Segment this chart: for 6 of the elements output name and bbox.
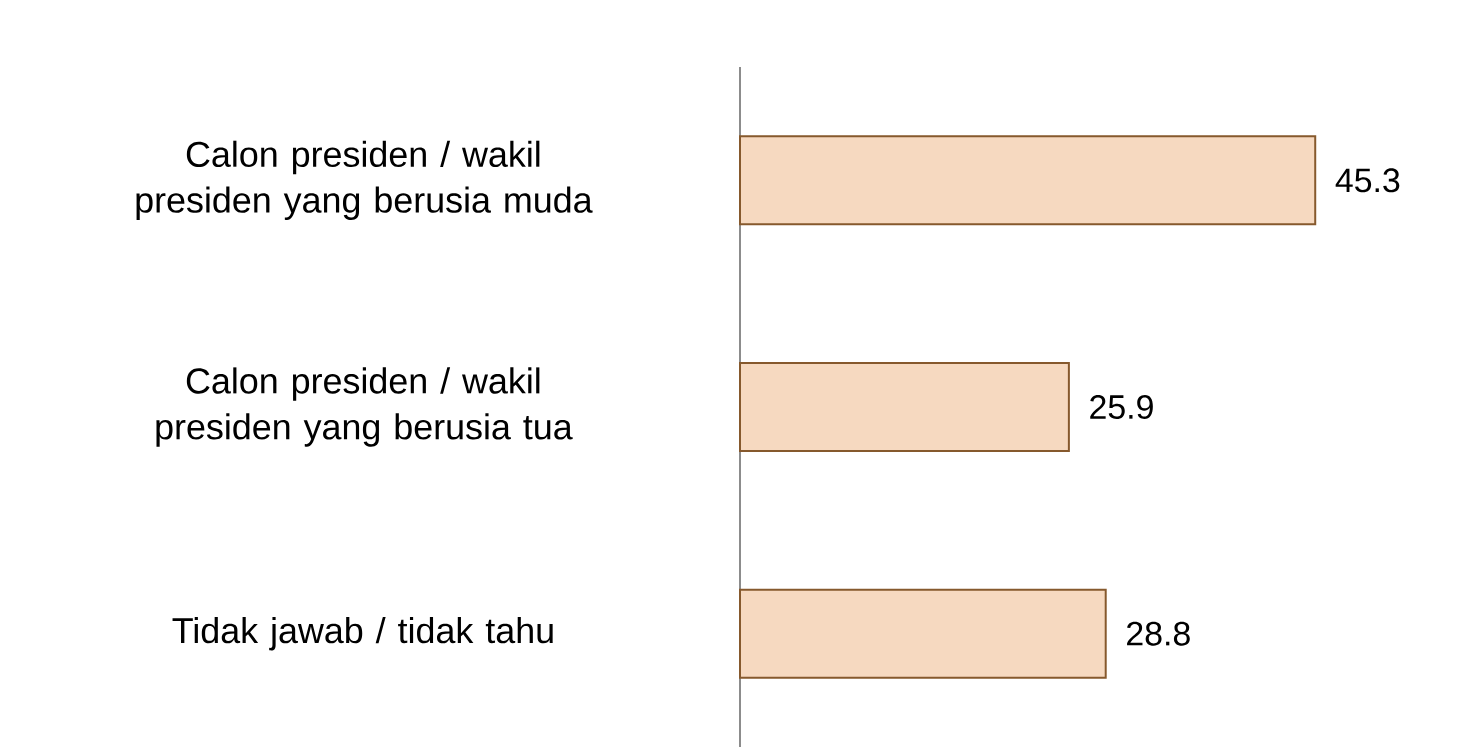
data-label: 28.8: [1127, 621, 1190, 646]
y-tick-label: Calon presiden / wakil presiden yang berusia tua: [156, 367, 573, 447]
data-label: 45.3: [1335, 168, 1400, 193]
y-tick-label: Tidak jawab / tidak tahu: [172, 616, 553, 651]
y-tick-label: Calon presiden / wakil presiden yang berusia muda: [136, 140, 593, 220]
data-label: 25.9: [1090, 395, 1153, 420]
